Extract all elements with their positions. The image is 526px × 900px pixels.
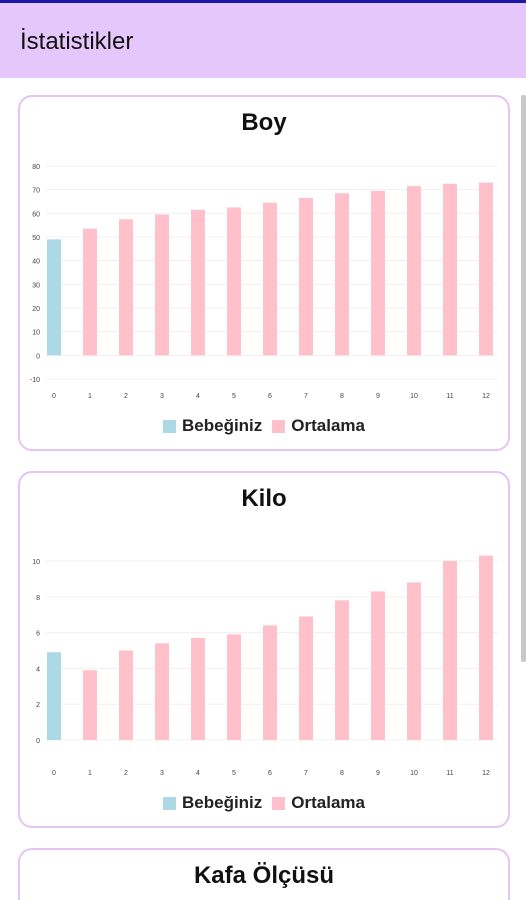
bar-average[interactable] <box>191 637 205 740</box>
x-tick-label: 1 <box>88 393 92 400</box>
bar-average[interactable] <box>335 193 349 356</box>
y-tick-label: 2 <box>36 702 40 709</box>
x-tick-label: 5 <box>232 770 236 777</box>
chart-card-kilo: Kilo 0 2 4 6 8 10 0 1 2 3 4 5 6 7 8 9 10 11 12 Bebeğiniz O… <box>18 471 510 828</box>
bar-average[interactable] <box>443 560 457 740</box>
bar-average[interactable] <box>479 555 493 740</box>
x-tick-label: 11 <box>446 393 453 400</box>
x-tick-label: 0 <box>52 393 56 400</box>
y-tick-label: 40 <box>32 259 40 266</box>
chart-title: Kafa Ölçüsü <box>193 862 335 889</box>
y-tick-label: 80 <box>32 164 40 171</box>
bar-average[interactable] <box>263 625 277 740</box>
bar-average[interactable] <box>83 228 97 356</box>
x-tick-label: 9 <box>376 770 380 777</box>
bar-average[interactable] <box>299 616 313 740</box>
y-tick-label: 10 <box>32 330 40 337</box>
scrollbar-thumb[interactable] <box>521 95 526 662</box>
app-bar: İstatistikler <box>0 3 526 78</box>
bar-average[interactable] <box>335 600 349 740</box>
legend-item-baby: Bebeğiniz <box>163 416 262 436</box>
bar-baby[interactable] <box>47 652 61 740</box>
legend-label-average: Ortalama <box>291 793 365 812</box>
x-tick-label: 3 <box>160 393 164 400</box>
y-tick-label: 60 <box>32 211 40 218</box>
x-tick-label: 7 <box>304 770 308 777</box>
x-tick-label: 4 <box>196 393 200 400</box>
bar-average[interactable] <box>119 219 133 356</box>
y-tick-label: 0 <box>36 738 40 745</box>
bar-average[interactable] <box>371 591 385 740</box>
x-tick-label: 1 <box>88 770 92 777</box>
bar-average[interactable] <box>479 182 493 356</box>
chart-title: Kilo <box>241 485 287 512</box>
bar-average[interactable] <box>227 634 241 740</box>
chart-card-kafa: Kafa Ölçüsü <box>18 848 510 900</box>
x-tick-label: 4 <box>196 770 200 777</box>
bar-average[interactable] <box>443 183 457 356</box>
chart-legend: Bebeğiniz Ortalama <box>20 416 508 436</box>
legend-label-baby: Bebeğiniz <box>182 416 263 435</box>
y-tick-label: -10 <box>30 377 40 384</box>
y-tick-label: 6 <box>36 631 40 638</box>
x-tick-label: 10 <box>410 393 418 400</box>
bar-average[interactable] <box>299 197 313 356</box>
bar-average[interactable] <box>83 670 97 740</box>
chart-legend: Bebeğiniz Ortalama <box>20 793 508 813</box>
bar-baby[interactable] <box>47 239 61 356</box>
bar-average[interactable] <box>227 207 241 356</box>
y-tick-label: 70 <box>32 188 40 195</box>
bar-average[interactable] <box>371 190 385 356</box>
bar-average[interactable] <box>407 582 421 740</box>
bar-average[interactable] <box>191 209 205 356</box>
legend-swatch-average <box>272 419 286 433</box>
legend-swatch-average <box>272 796 286 810</box>
legend-item-average: Ortalama <box>272 793 365 813</box>
page-title: İstatistikler <box>20 28 134 55</box>
bar-average[interactable] <box>155 643 169 740</box>
x-tick-label: 2 <box>124 393 128 400</box>
x-tick-label: 8 <box>340 770 344 777</box>
x-tick-label: 3 <box>160 770 164 777</box>
y-tick-label: 50 <box>32 235 40 242</box>
y-tick-label: 30 <box>32 282 40 289</box>
x-tick-label: 2 <box>124 770 128 777</box>
y-tick-label: 4 <box>36 666 40 673</box>
bar-average[interactable] <box>119 650 133 740</box>
legend-item-average: Ortalama <box>272 416 365 436</box>
legend-label-average: Ortalama <box>291 416 365 435</box>
x-tick-label: 5 <box>232 393 236 400</box>
x-tick-label: 12 <box>482 393 490 400</box>
x-tick-label: 10 <box>410 770 418 777</box>
x-tick-label: 8 <box>340 393 344 400</box>
legend-swatch-baby <box>163 419 176 433</box>
bar-average[interactable] <box>407 186 421 356</box>
status-strip <box>0 0 526 3</box>
y-tick-label: 10 <box>32 559 40 566</box>
x-tick-label: 11 <box>446 770 453 777</box>
x-tick-label: 7 <box>304 393 308 400</box>
bar-average[interactable] <box>155 214 169 356</box>
x-tick-label: 12 <box>482 770 490 777</box>
chart-title: Boy <box>241 109 287 136</box>
y-tick-label: 0 <box>36 353 40 360</box>
y-tick-label: 20 <box>32 306 40 313</box>
chart-card-boy: Boy -10 0 10 20 30 40 50 60 70 80 0 1 2 3 4 5 6 7 8 9 10 11 12… <box>18 95 510 451</box>
x-tick-label: 9 <box>376 393 380 400</box>
y-tick-label: 8 <box>36 595 40 602</box>
legend-item-baby: Bebeğiniz <box>163 793 262 813</box>
x-tick-label: 6 <box>268 393 272 400</box>
legend-label-baby: Bebeğiniz <box>182 793 263 812</box>
bar-average[interactable] <box>263 202 277 356</box>
x-tick-label: 0 <box>52 770 56 777</box>
x-tick-label: 6 <box>268 770 272 777</box>
legend-swatch-baby <box>163 796 176 810</box>
